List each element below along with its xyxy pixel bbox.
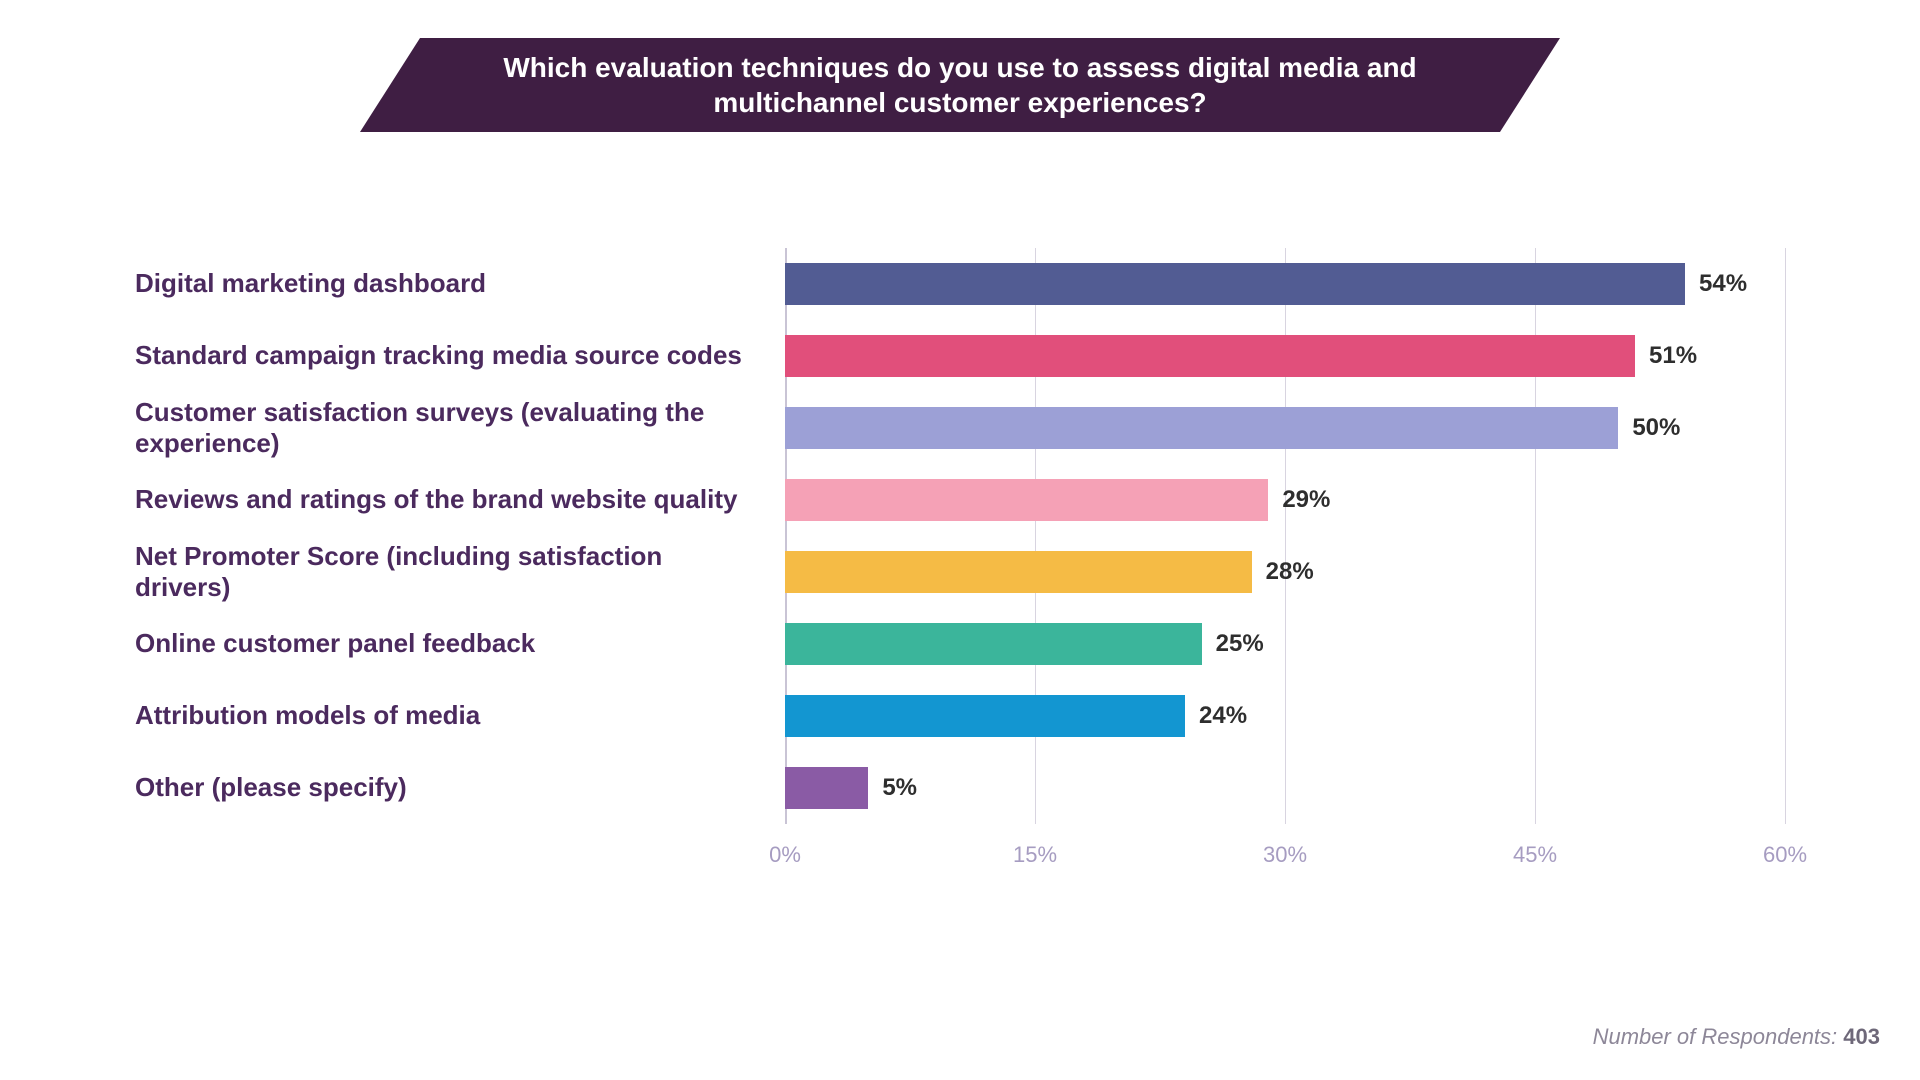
- bar-label: Online customer panel feedback: [135, 608, 785, 680]
- bar: [785, 695, 1185, 737]
- footer: Number of Respondents: 403: [0, 1024, 1880, 1050]
- bar-label: Other (please specify): [135, 752, 785, 824]
- bar-value: 24%: [1199, 702, 1247, 730]
- x-tick-label: 15%: [1013, 842, 1057, 868]
- respondent-label: Number of Respondents:: [1593, 1024, 1838, 1049]
- bar-label: Digital marketing dashboard: [135, 248, 785, 320]
- bar-value: 28%: [1266, 558, 1314, 586]
- chart-plot: 0%15%30%45%60%54%51%50%29%28%25%24%5%: [785, 248, 1785, 824]
- bar-value: 50%: [1632, 414, 1680, 442]
- bar-value: 5%: [882, 774, 917, 802]
- bar-label: Net Promoter Score (including satisfacti…: [135, 536, 785, 608]
- bar-value: 54%: [1699, 270, 1747, 298]
- bar: [785, 551, 1252, 593]
- bar-label: Reviews and ratings of the brand website…: [135, 464, 785, 536]
- bar: [785, 479, 1268, 521]
- page: Which evaluation techniques do you use t…: [0, 0, 1920, 1080]
- x-tick-label: 60%: [1763, 842, 1807, 868]
- page-title: Which evaluation techniques do you use t…: [440, 50, 1480, 120]
- bar: [785, 767, 868, 809]
- bar: [785, 263, 1685, 305]
- x-tick-label: 45%: [1513, 842, 1557, 868]
- bar: [785, 623, 1202, 665]
- bar-label: Customer satisfaction surveys (evaluatin…: [135, 392, 785, 464]
- gridline: [1785, 248, 1786, 824]
- respondent-count: 403: [1843, 1024, 1880, 1049]
- bar-value: 25%: [1216, 630, 1264, 658]
- bar: [785, 335, 1635, 377]
- x-tick-label: 30%: [1263, 842, 1307, 868]
- bar-value: 51%: [1649, 342, 1697, 370]
- bar: [785, 407, 1618, 449]
- chart-labels: Digital marketing dashboardStandard camp…: [135, 248, 785, 824]
- bar-value: 29%: [1282, 486, 1330, 514]
- bar-label: Attribution models of media: [135, 680, 785, 752]
- x-tick-label: 0%: [769, 842, 801, 868]
- title-banner: Which evaluation techniques do you use t…: [360, 38, 1560, 132]
- bar-label: Standard campaign tracking media source …: [135, 320, 785, 392]
- bar-chart: Digital marketing dashboardStandard camp…: [135, 248, 1785, 824]
